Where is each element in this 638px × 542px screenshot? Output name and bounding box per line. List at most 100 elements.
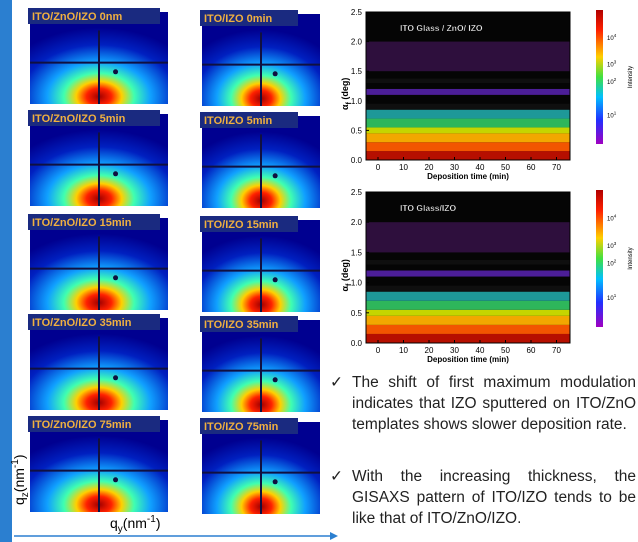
colorbar xyxy=(596,10,603,144)
tick-exp: 2 xyxy=(614,259,617,264)
tick-exp: 2 xyxy=(614,77,617,82)
y-tick-label: 2.0 xyxy=(351,218,363,227)
heatmap-band xyxy=(366,300,570,310)
y-axis-label: αf (deg) xyxy=(340,259,353,291)
label-sub: f xyxy=(346,101,353,104)
heatmap-band xyxy=(366,151,570,160)
colorbar-label: Intensity xyxy=(628,247,634,269)
tick-base: 10 xyxy=(607,80,614,86)
panel-label-box xyxy=(28,110,160,126)
panel-label: ITO/IZO 35min xyxy=(204,319,279,331)
heatmap-band xyxy=(366,109,570,119)
heatmap-band xyxy=(366,142,570,152)
tick-base: 10 xyxy=(607,244,614,250)
x-axis-label: Deposition time (min) xyxy=(427,172,509,181)
tick-base: 10 xyxy=(607,63,614,69)
label-sup: -1 xyxy=(10,459,21,468)
tick-exp: 1 xyxy=(614,111,617,116)
plot-frame xyxy=(365,191,571,344)
tick-base: 10 xyxy=(607,296,614,302)
panel-label-box xyxy=(200,112,298,128)
x-tick-label: 30 xyxy=(450,163,459,172)
label-main: α xyxy=(340,286,350,292)
beam-dot xyxy=(113,171,119,177)
panel-label-box xyxy=(28,214,160,230)
heatmap-band xyxy=(366,285,570,292)
x-tick-label: 60 xyxy=(527,163,536,172)
label-sup: -1 xyxy=(147,514,156,525)
tick-base: 10 xyxy=(607,216,614,222)
tick-exp: 3 xyxy=(614,241,617,246)
heatmap-band xyxy=(366,222,570,253)
x-tick-label: 20 xyxy=(425,163,434,172)
y-tick-label: 1.0 xyxy=(351,279,363,288)
panel-label-box xyxy=(28,416,160,432)
panel-label-box xyxy=(200,418,298,434)
x-tick-label: 0 xyxy=(376,163,381,172)
panel-label: ITO/IZO 75min xyxy=(204,421,279,433)
panel-label: ITO/IZO 15min xyxy=(204,219,279,231)
panel-label: ITO/ZnO/IZO 75min xyxy=(32,419,132,431)
colorbar-tick-label: 102 xyxy=(607,259,617,268)
beam-dot xyxy=(272,173,278,179)
panel-label: ITO/ZnO/IZO 15min xyxy=(32,217,132,229)
y-tick-label: 2.5 xyxy=(351,8,363,17)
qy-arrow-head xyxy=(330,532,338,540)
bullet-mark: ✓ xyxy=(330,374,343,391)
y-tick-label: 1.5 xyxy=(351,248,363,257)
beam-dot xyxy=(272,277,278,283)
label-unit: (deg) xyxy=(340,259,350,284)
label-main: q xyxy=(110,515,118,531)
label-sub: f xyxy=(346,283,353,286)
panel-label-box xyxy=(28,314,160,330)
beam-dot xyxy=(113,375,119,381)
tick-exp: 1 xyxy=(614,293,617,298)
x-tick-label: 10 xyxy=(399,346,408,355)
panel-label-box xyxy=(28,8,160,24)
heatmap-band xyxy=(366,291,570,301)
y-tick-label: 2.5 xyxy=(351,188,363,197)
panel-label: ITO/ZnO/IZO 35min xyxy=(32,317,132,329)
heatmap-band xyxy=(366,78,570,84)
bullet-text: The shift of first maximum modulation in… xyxy=(352,374,636,433)
x-tick-label: 20 xyxy=(425,346,434,355)
tick-exp: 4 xyxy=(614,213,617,218)
colorbar-tick-label: 102 xyxy=(607,77,617,86)
label-unit: (deg) xyxy=(340,78,350,103)
beam-dot xyxy=(113,275,119,281)
panel-label-box xyxy=(200,316,298,332)
colorbar-tick-label: 104 xyxy=(607,33,617,42)
bullet: ✓ The shift of first maximum modulation i… xyxy=(330,372,636,435)
label-main: α xyxy=(340,104,350,110)
heatmap-band xyxy=(366,270,570,277)
y-tick-label: 0.5 xyxy=(351,126,363,135)
colorbar-label: Intensity xyxy=(628,66,634,88)
label-close: ) xyxy=(156,515,161,531)
colorbar xyxy=(596,190,603,327)
x-tick-label: 50 xyxy=(501,163,510,172)
colorbar-tick-label: 103 xyxy=(607,60,617,69)
label-unit: (nm xyxy=(123,515,147,531)
panel-label: ITO/IZO 5min xyxy=(204,115,273,127)
label-sub: y xyxy=(118,524,123,535)
x-tick-label: 10 xyxy=(399,163,408,172)
plot-frame xyxy=(365,11,571,161)
axis-label: qz(nm-1) xyxy=(10,455,31,506)
heatmap-band xyxy=(366,41,570,72)
label-close: ) xyxy=(11,455,27,460)
beam-dot xyxy=(113,69,119,75)
heatmap-band xyxy=(366,118,570,128)
y-tick-label: 1.0 xyxy=(351,97,363,106)
x-tick-label: 50 xyxy=(501,346,510,355)
bullet-mark: ✓ xyxy=(330,468,343,485)
colorbar-tick-label: 103 xyxy=(607,241,617,250)
heatmap-band xyxy=(366,309,570,316)
heatmap-label: ITO Glass / ZnO/ IZO xyxy=(400,23,483,33)
y-tick-label: 0.5 xyxy=(351,309,363,318)
colorbar-tick-label: 104 xyxy=(607,213,617,222)
x-tick-label: 0 xyxy=(376,346,381,355)
x-axis-label: Deposition time (min) xyxy=(427,355,509,364)
x-tick-label: 60 xyxy=(527,346,536,355)
